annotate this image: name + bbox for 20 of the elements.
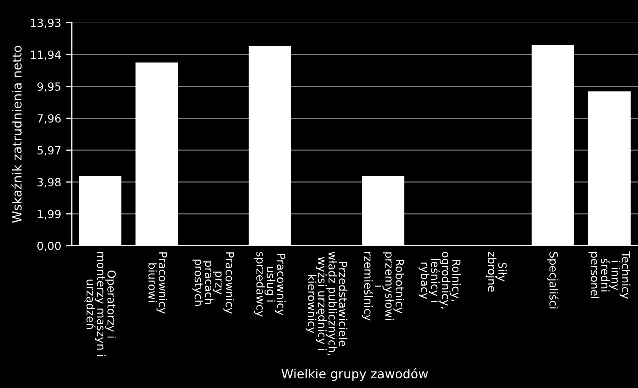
x-tick-label: Pracownicy przy pracach prostych <box>192 252 234 314</box>
x-tick-label: Robotnicy przemysłowi i rzemieślnicy <box>362 252 404 321</box>
x-tick-label: Pracownicy biurowi <box>148 252 168 314</box>
x-axis-title: Wielkie grupy zawodów <box>282 368 428 382</box>
x-tick-label: Specjaliści <box>548 252 559 309</box>
y-tick-label: 0,00 <box>38 242 61 252</box>
x-tick-label: Rolnicy, ogrodnicy, leśnicy i rybacy <box>418 252 462 309</box>
x-tick-label: Siły zbrojne <box>486 252 508 292</box>
x-tick-label: Przedstawiciele władz publicznych, wyżsi urzędnicy i kierownicy <box>306 252 348 356</box>
y-tick-label: 9,95 <box>38 82 61 92</box>
y-tick-label: 3,98 <box>38 178 61 188</box>
x-tick-label: Pracownicy usług i sprzedawcy <box>254 252 286 317</box>
y-tick-label: 5,97 <box>38 146 61 156</box>
y-tick-label: 11,94 <box>31 50 62 60</box>
y-axis-title: Wskaźnik zatrudnienia netto <box>12 46 22 224</box>
x-tick-label: Technicy i inny średni personel <box>588 252 631 300</box>
x-tick-label: Operatorzy i monterzy maszyn i urządzeń <box>84 252 116 356</box>
y-tick-label: 1,99 <box>38 210 61 220</box>
y-tick-label: 13,93 <box>31 18 61 28</box>
y-tick-label: 7,96 <box>38 114 61 124</box>
